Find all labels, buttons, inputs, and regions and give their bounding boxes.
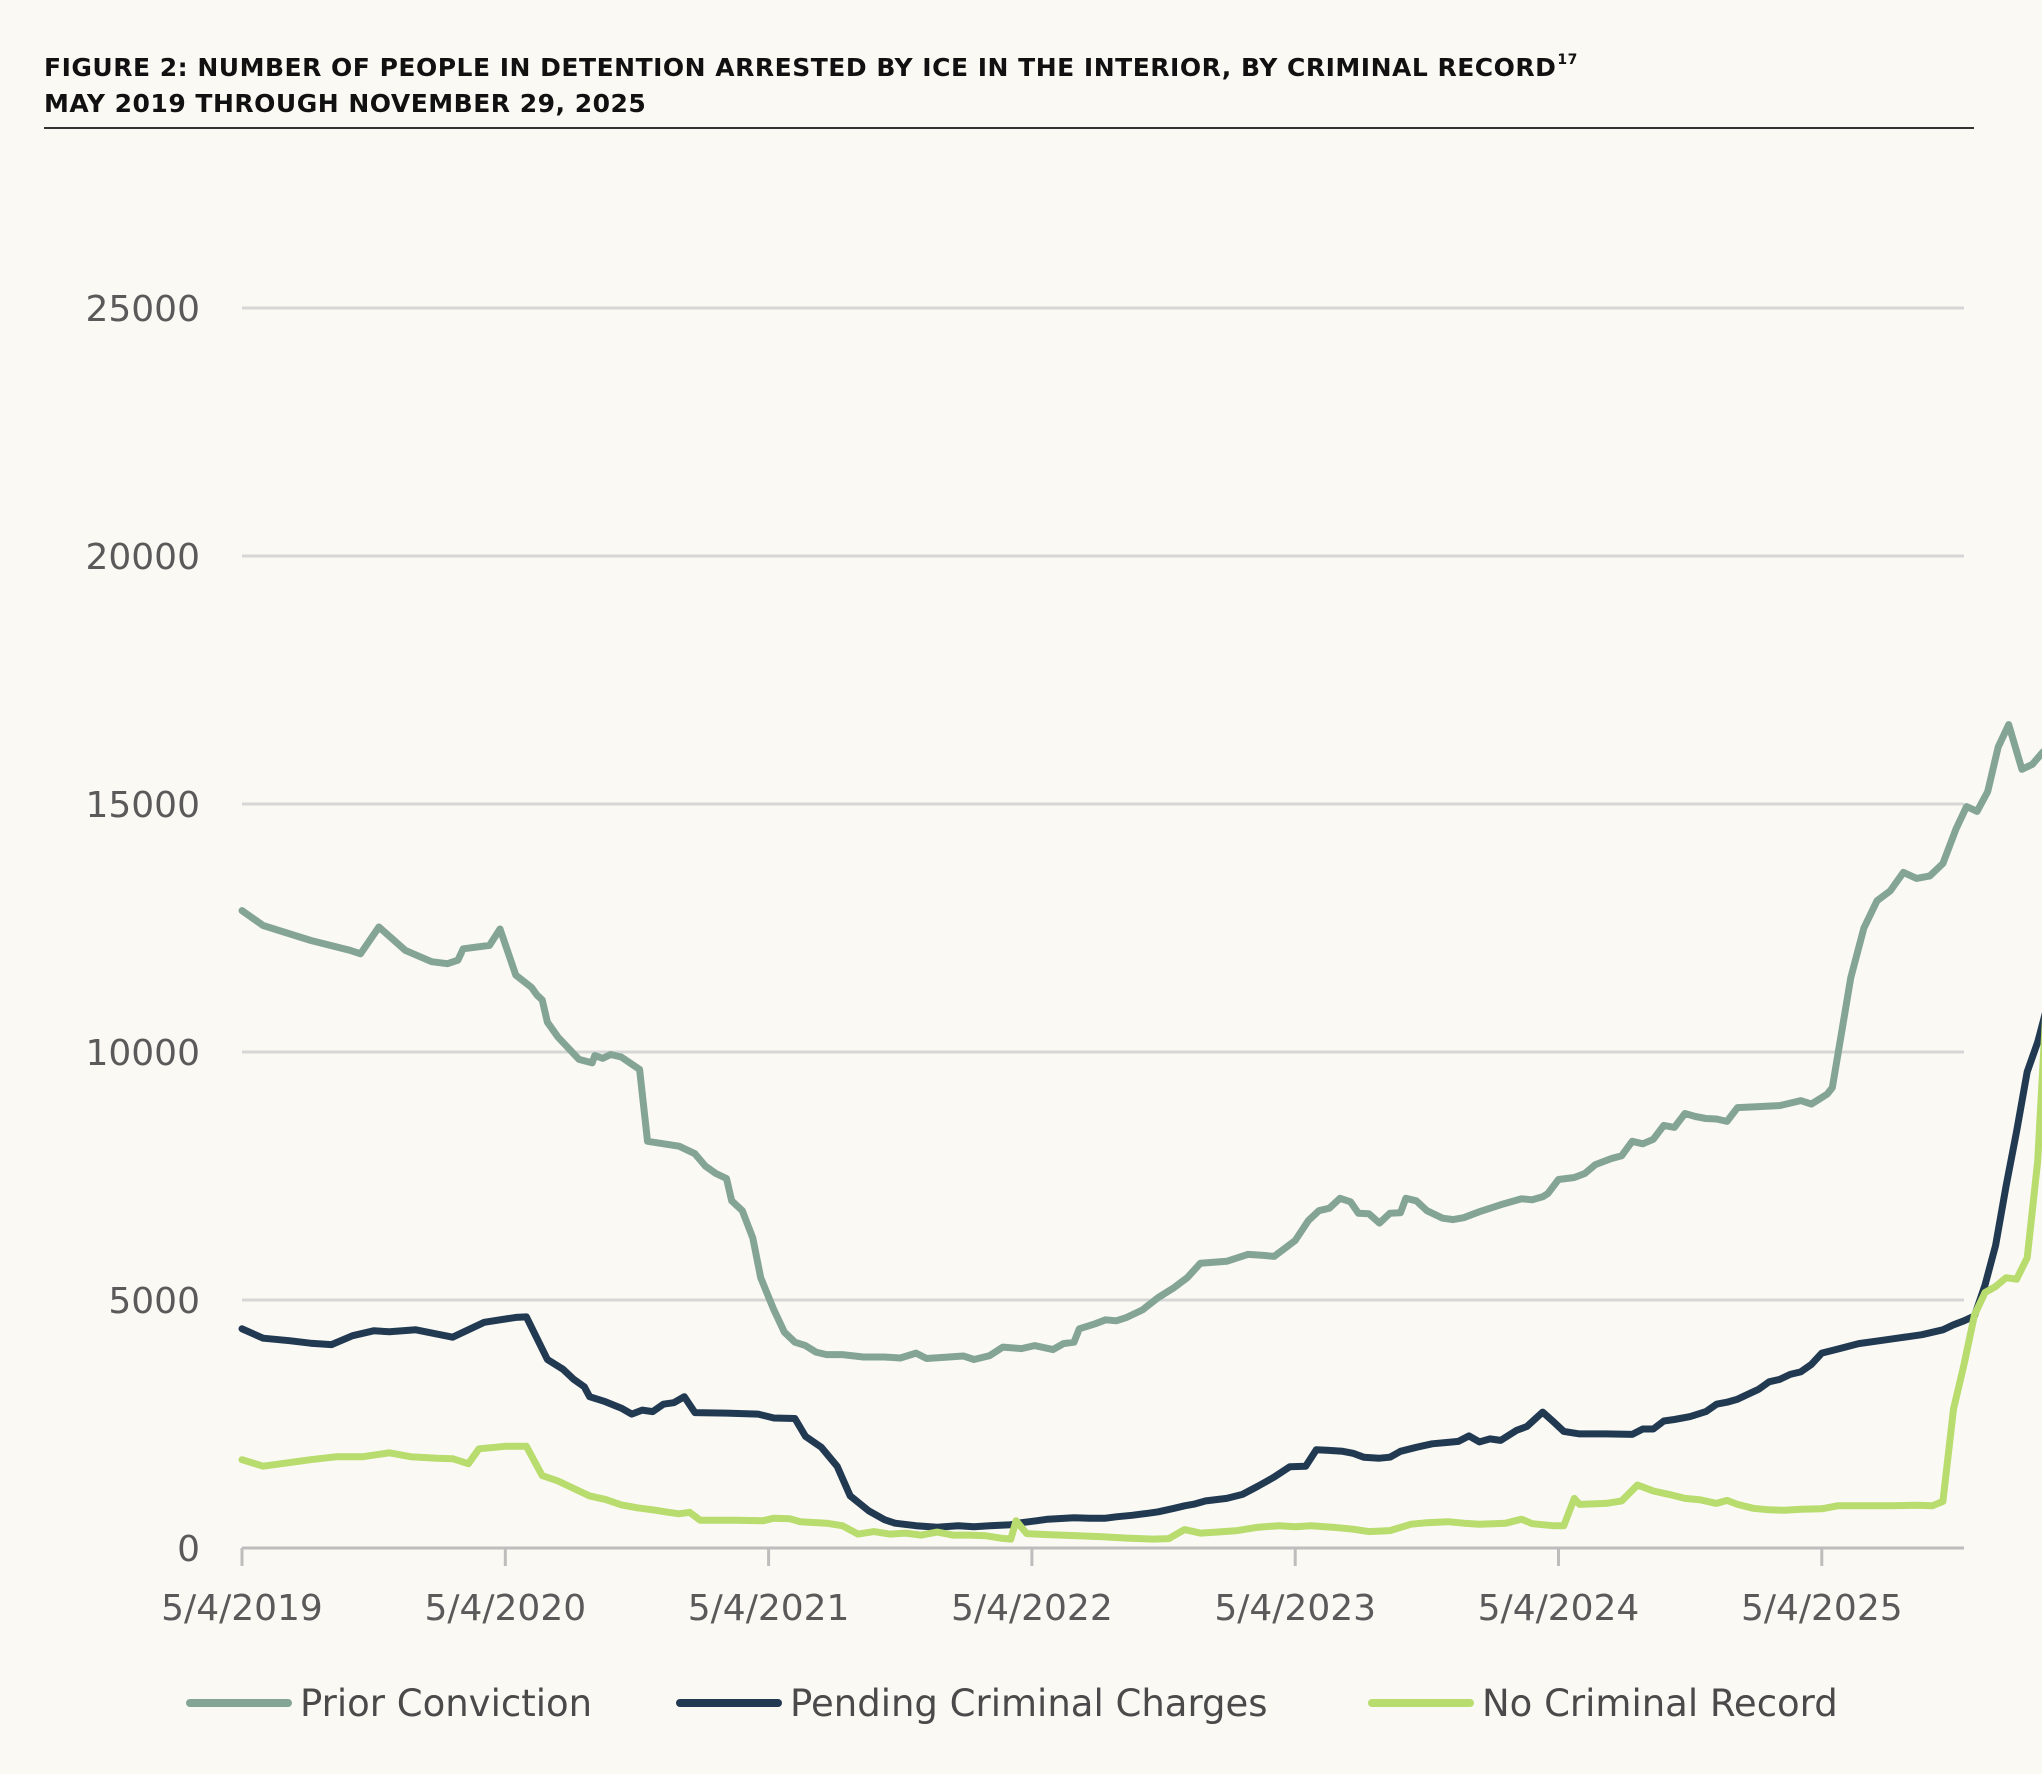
footnote-marker: 17 (1557, 52, 1578, 68)
y-tick-label: 0 (177, 1529, 200, 1570)
y-tick-label: 25000 (85, 289, 200, 330)
grid-lines (242, 306, 1964, 1302)
x-tick-label: 5/4/2019 (161, 1588, 323, 1629)
series-line-no-criminal-record (238, 1017, 2042, 1543)
y-axis-labels: 0 5000 10000 15000 20000 25000 (85, 289, 200, 1570)
legend: Prior Conviction Pending Criminal Charges… (186, 1682, 1838, 1725)
y-tick-label: 20000 (85, 537, 200, 578)
y-tick-label: 5000 (108, 1281, 200, 1322)
header-divider (44, 127, 1974, 129)
chart-header: FIGURE 2: NUMBER OF PEOPLE IN DETENTION … (44, 42, 1974, 122)
legend-label-no-criminal-record: No Criminal Record (1482, 1682, 1838, 1725)
figure-title: FIGURE 2: NUMBER OF PEOPLE IN DETENTION … (44, 42, 1974, 86)
x-tick-label: 5/4/2020 (424, 1588, 586, 1629)
legend-label-pending-criminal-charges: Pending Criminal Charges (790, 1682, 1268, 1725)
x-tick-label: 5/4/2023 (1214, 1588, 1376, 1629)
y-tick-label: 15000 (85, 785, 200, 826)
x-tick-label: 5/4/2025 (1741, 1588, 1903, 1629)
x-tick-label: 5/4/2022 (951, 1588, 1113, 1629)
x-axis-labels: 5/4/2019 5/4/2020 5/4/2021 5/4/2022 5/4/2023… (161, 1588, 1902, 1629)
series-line-prior-conviction (238, 721, 2042, 1363)
legend-label-prior-conviction: Prior Conviction (300, 1682, 592, 1725)
figure-subtitle: MAY 2019 THROUGH NOVEMBER 29, 2025 (44, 89, 647, 118)
x-tick-label: 5/4/2024 (1478, 1588, 1640, 1629)
y-tick-label: 10000 (85, 1033, 200, 1074)
x-tick-label: 5/4/2021 (688, 1588, 850, 1629)
figure-label: FIGURE 2: (44, 53, 189, 82)
figure-title-text: NUMBER OF PEOPLE IN DETENTION ARRESTED B… (197, 53, 1557, 82)
series-lines (238, 721, 2042, 1543)
x-axis (240, 1546, 1964, 1566)
series-line-pending-criminal-charges (238, 1012, 2042, 1531)
